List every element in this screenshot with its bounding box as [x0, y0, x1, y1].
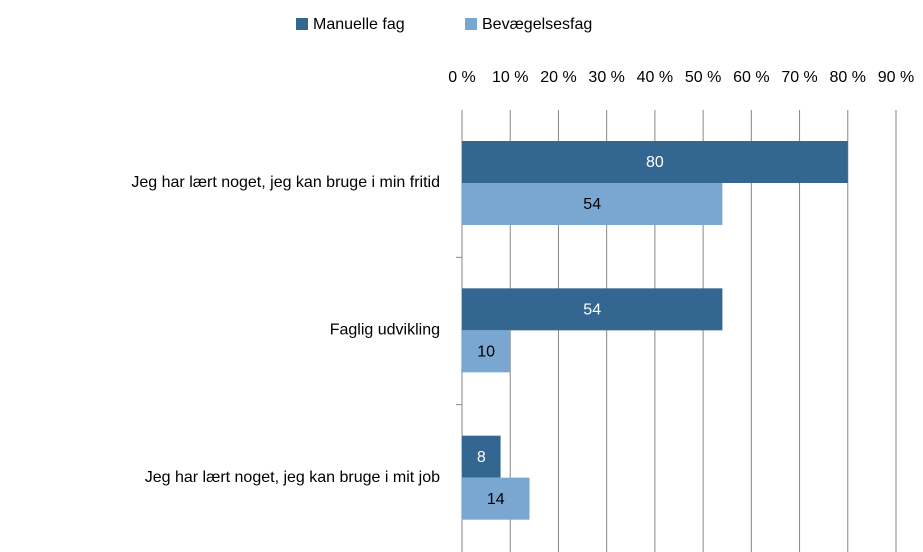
x-tick-label: 20 % — [540, 69, 576, 86]
bar — [462, 141, 848, 183]
x-tick-label: 10 % — [492, 69, 528, 86]
x-tick-label: 80 % — [830, 69, 866, 86]
bar — [462, 288, 723, 331]
legend-swatch — [296, 18, 308, 30]
data-label: 14 — [487, 491, 505, 508]
bar — [462, 435, 501, 478]
data-label: 8 — [477, 449, 486, 466]
x-tick-label: 50 % — [685, 69, 721, 86]
legend-swatch — [465, 18, 477, 30]
legend-label: Bevægelsesfag — [482, 16, 592, 33]
x-tick-label: 60 % — [733, 69, 769, 86]
bar — [462, 183, 723, 225]
data-label: 10 — [477, 344, 495, 361]
y-tick-label: Jeg har lært noget, jeg kan bruge i mit … — [145, 469, 440, 486]
legend-label: Manuelle fag — [313, 16, 405, 33]
x-tick-label: 0 % — [448, 69, 476, 86]
data-label: 54 — [583, 302, 601, 319]
x-tick-label: 90 % — [878, 69, 914, 86]
x-tick-label: 40 % — [637, 69, 673, 86]
bar — [462, 330, 511, 373]
y-tick-label: Jeg har lært noget, jeg kan bruge i min … — [131, 174, 440, 191]
data-label: 80 — [646, 154, 664, 171]
y-tick-label: Faglig udvikling — [330, 322, 440, 339]
data-label: 54 — [583, 196, 601, 213]
x-tick-label: 70 % — [781, 69, 817, 86]
x-tick-label: 30 % — [588, 69, 624, 86]
bar — [462, 477, 530, 520]
